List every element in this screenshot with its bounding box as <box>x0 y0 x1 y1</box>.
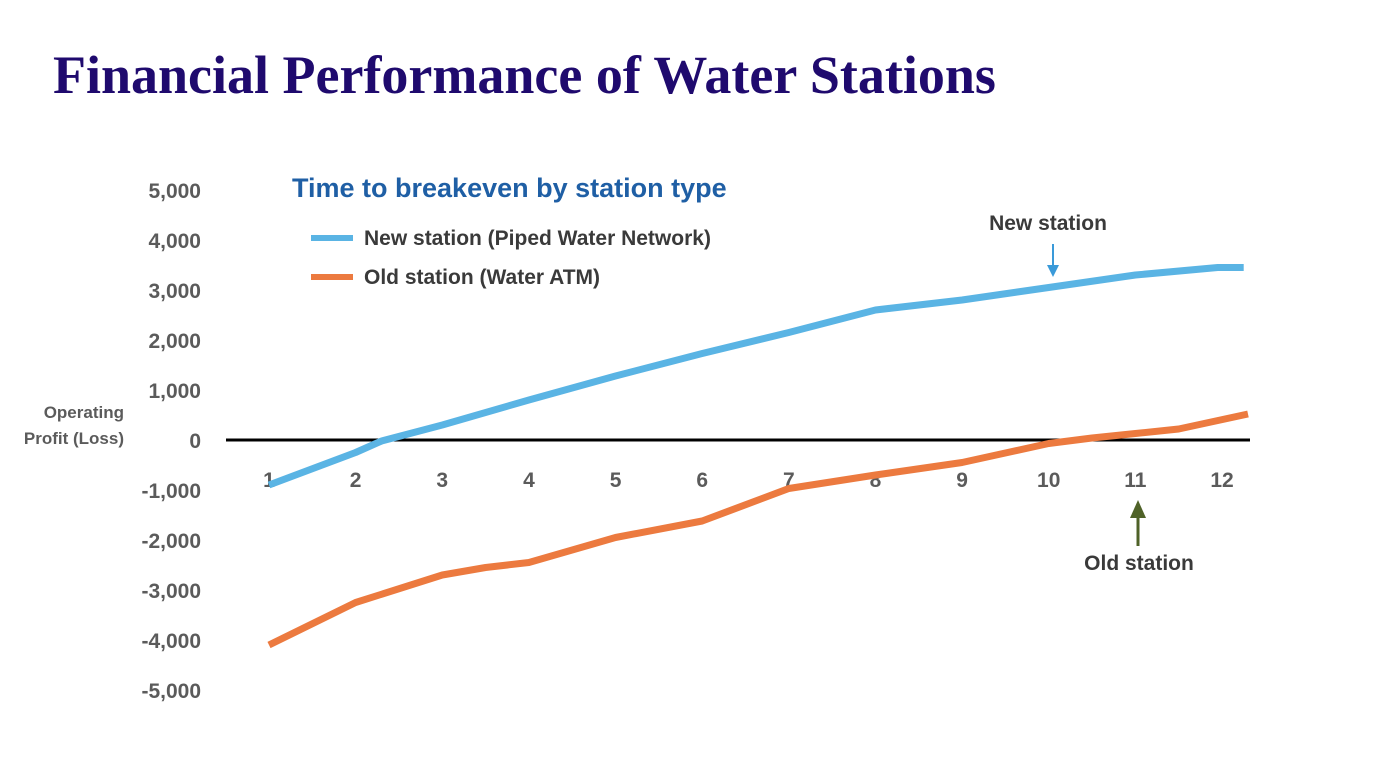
y-tick-label: 2,000 <box>148 330 201 353</box>
annotation-old-station: Old station <box>1084 500 1194 575</box>
x-tick-label: 10 <box>1037 469 1060 492</box>
x-tick-label: 3 <box>436 469 448 492</box>
y-axis-ticks: 5,000 4,000 3,000 2,000 1,000 0 -1,000 -2,000 -3… <box>141 180 201 703</box>
annotation-old-station-label: Old station <box>1084 552 1194 575</box>
x-tick-label: 11 <box>1124 469 1147 492</box>
y-tick-label: -1,000 <box>141 480 201 503</box>
y-tick-label: 4,000 <box>148 230 201 253</box>
slide-title: Financial Performance of Water Stations <box>53 45 996 105</box>
x-tick-label: 12 <box>1210 469 1233 492</box>
y-tick-label: -2,000 <box>141 530 201 553</box>
x-tick-label: 4 <box>523 469 535 492</box>
legend: New station (Piped Water Network) Old st… <box>311 227 711 289</box>
annotation-old-station-arrowhead <box>1130 500 1146 518</box>
legend-label-new-station: New station (Piped Water Network) <box>364 227 711 250</box>
y-tick-label: 5,000 <box>148 180 201 203</box>
x-tick-label: 6 <box>696 469 708 492</box>
annotation-new-station-arrowhead <box>1047 265 1059 277</box>
series-lines <box>267 264 1249 649</box>
series-line-new-station <box>267 264 1244 489</box>
legend-label-old-station: Old station (Water ATM) <box>364 266 600 289</box>
annotation-new-station: New station <box>989 212 1107 277</box>
y-tick-label: 0 <box>189 430 201 453</box>
x-tick-label: 5 <box>610 469 622 492</box>
series-line-old-station <box>267 410 1249 649</box>
y-tick-label: -4,000 <box>141 630 201 653</box>
y-tick-label: -3,000 <box>141 580 201 603</box>
x-tick-label: 7 <box>783 469 795 492</box>
y-axis-label-line1: Operating <box>44 403 124 422</box>
y-tick-label: 1,000 <box>148 380 201 403</box>
y-tick-label: 3,000 <box>148 280 201 303</box>
x-tick-label: 2 <box>350 469 362 492</box>
x-axis-ticks: 1 2 3 4 5 6 7 8 9 10 11 12 <box>263 469 1234 492</box>
annotation-new-station-label: New station <box>989 212 1107 235</box>
x-tick-label: 9 <box>956 469 968 492</box>
chart-title: Time to breakeven by station type <box>292 173 727 203</box>
y-axis-label-line2: Profit (Loss) <box>24 429 124 448</box>
y-tick-label: -5,000 <box>141 680 201 703</box>
